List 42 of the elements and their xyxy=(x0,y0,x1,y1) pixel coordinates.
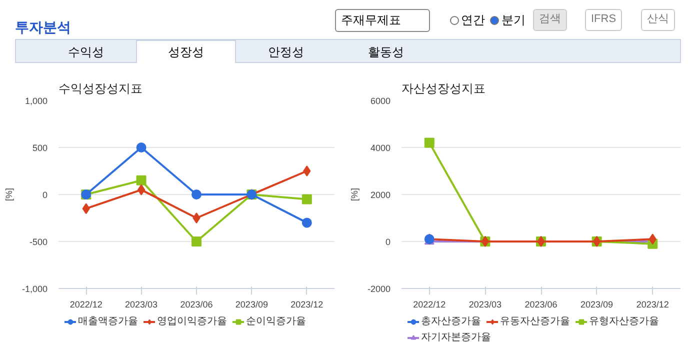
x-tick-label: 2023/09 xyxy=(580,300,614,310)
x-tick-label: 2023/06 xyxy=(180,300,213,310)
y-tick-label: -2000 xyxy=(367,284,391,294)
x-tick-label: 2023/12 xyxy=(290,300,324,310)
y-tick-label: 1,000 xyxy=(24,96,48,106)
legend-label: 영업이익증가율 xyxy=(157,315,227,328)
text: 성장성 xyxy=(136,40,236,64)
y-tick-label: 6000 xyxy=(370,96,391,106)
text: 분기 xyxy=(501,13,526,27)
y-axis-title: [%] xyxy=(349,188,360,201)
y-tick-label: 2000 xyxy=(370,190,391,200)
x-tick-label: 2022/12 xyxy=(413,300,446,310)
text: 주재무제표 xyxy=(335,9,430,32)
x-tick-label: 2023/12 xyxy=(636,300,669,310)
text: 검색 xyxy=(533,9,567,31)
x-tick-label: 2023/06 xyxy=(524,300,558,310)
chart-title: 수익성장성지표 xyxy=(58,82,142,96)
y-tick-label: 0 xyxy=(385,237,391,247)
y-tick-label: 4000 xyxy=(370,143,391,153)
text: 산식 xyxy=(641,9,675,31)
x-tick-label: 2023/03 xyxy=(468,300,502,310)
text: 투자분석 xyxy=(15,18,71,37)
x-tick-label: 2023/03 xyxy=(125,300,158,310)
legend-label: 유형자산증가율 xyxy=(589,315,659,328)
legend-label: 순이익증가율 xyxy=(246,315,306,328)
legend-label: 총자산증가율 xyxy=(421,315,481,328)
x-tick-label: 2023/09 xyxy=(235,300,268,310)
legend-label: 자기자본증가율 xyxy=(421,331,491,342)
y-tick-label: 500 xyxy=(32,143,48,153)
text: 활동성 xyxy=(367,44,405,61)
y-tick-label: -1,000 xyxy=(22,284,48,294)
x-tick-label: 2022/12 xyxy=(70,300,102,310)
text: IFRS xyxy=(585,9,622,31)
legend-label: 유동자산증가율 xyxy=(500,315,570,328)
y-tick-label: -500 xyxy=(29,237,48,247)
text: 안정성 xyxy=(267,44,305,61)
chart-title: 자산성장성지표 xyxy=(402,82,486,96)
legend-label: 매출액증가율 xyxy=(78,315,138,328)
y-axis-title: [%] xyxy=(4,188,14,201)
text: 연간 xyxy=(461,13,485,27)
y-tick-label: 0 xyxy=(42,190,48,200)
text: 수익성 xyxy=(67,44,105,61)
